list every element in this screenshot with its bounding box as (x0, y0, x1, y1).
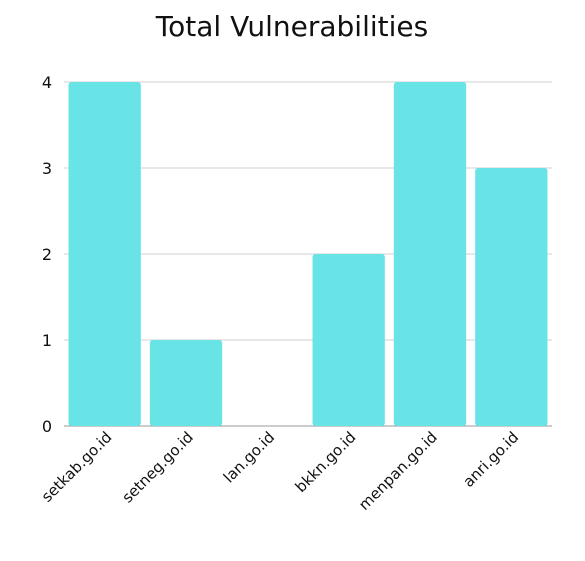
x-tick-label: lan.go.id (220, 428, 278, 486)
y-axis-ticks: 0 1 2 3 4 (42, 73, 52, 436)
x-tick-label: setneg.go.id (118, 428, 196, 506)
x-tick-label: anri.go.id (459, 428, 522, 491)
bar-menpan-go-id (393, 82, 467, 426)
bars (68, 82, 548, 426)
bar-anri-go-id (475, 168, 548, 426)
y-tick-label: 0 (42, 417, 52, 436)
x-tick-label: menpan.go.id (355, 428, 441, 514)
x-tick-label: setkab.go.id (38, 428, 116, 506)
gridlines (64, 81, 552, 427)
y-tick-label: 1 (42, 331, 52, 350)
x-axis-ticks: setkab.go.id setneg.go.id lan.go.id bkkn.go… (38, 428, 522, 514)
y-tick-label: 2 (42, 245, 52, 264)
x-tick-label: bkkn.go.id (292, 428, 360, 496)
y-tick-label: 3 (42, 159, 52, 178)
bar-setneg-go-id (149, 340, 223, 426)
chart-title: Total Vulnerabilities (155, 10, 428, 43)
bar-setkab-go-id (68, 82, 141, 426)
bar-bkkn-go-id (312, 254, 385, 426)
y-tick-label: 4 (42, 73, 52, 92)
